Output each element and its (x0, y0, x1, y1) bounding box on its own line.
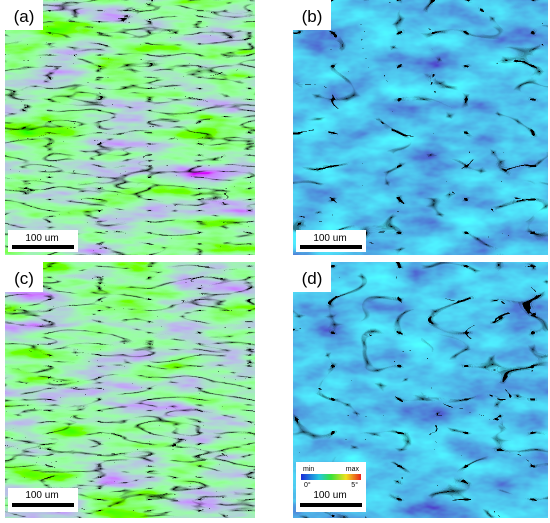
label-box (293, 262, 331, 292)
label-box (5, 262, 43, 292)
scale-bar (300, 503, 362, 507)
scale-label: 100 um (25, 490, 58, 501)
legend-min: min (303, 466, 314, 473)
micrograph (5, 0, 255, 255)
panel-label: (b) (302, 7, 323, 26)
panel-label: (a) (14, 7, 35, 26)
micrograph (293, 0, 548, 255)
label-box (293, 0, 331, 30)
scale-label: 100 um (313, 233, 346, 244)
legend-low: 0° (304, 481, 311, 489)
scale-label: 100 um (313, 490, 346, 501)
panel-label: (c) (14, 269, 34, 288)
scale-bar (12, 503, 74, 507)
scale-bar (12, 245, 74, 249)
legend-high: 5° (351, 481, 358, 489)
micrograph (5, 262, 255, 518)
legend-max: max (346, 466, 360, 473)
panel-label: (d) (302, 269, 323, 288)
color-scale (301, 474, 361, 480)
scale-bar (300, 245, 362, 249)
scale-label: 100 um (25, 233, 58, 244)
label-box (5, 0, 43, 30)
panel-labels: (a) (b) (c) (d) (5, 0, 331, 292)
scale-bars: 100 um 100 um 100 um min max 0° 5° 100 u… (8, 230, 366, 512)
scale-box (8, 488, 78, 512)
